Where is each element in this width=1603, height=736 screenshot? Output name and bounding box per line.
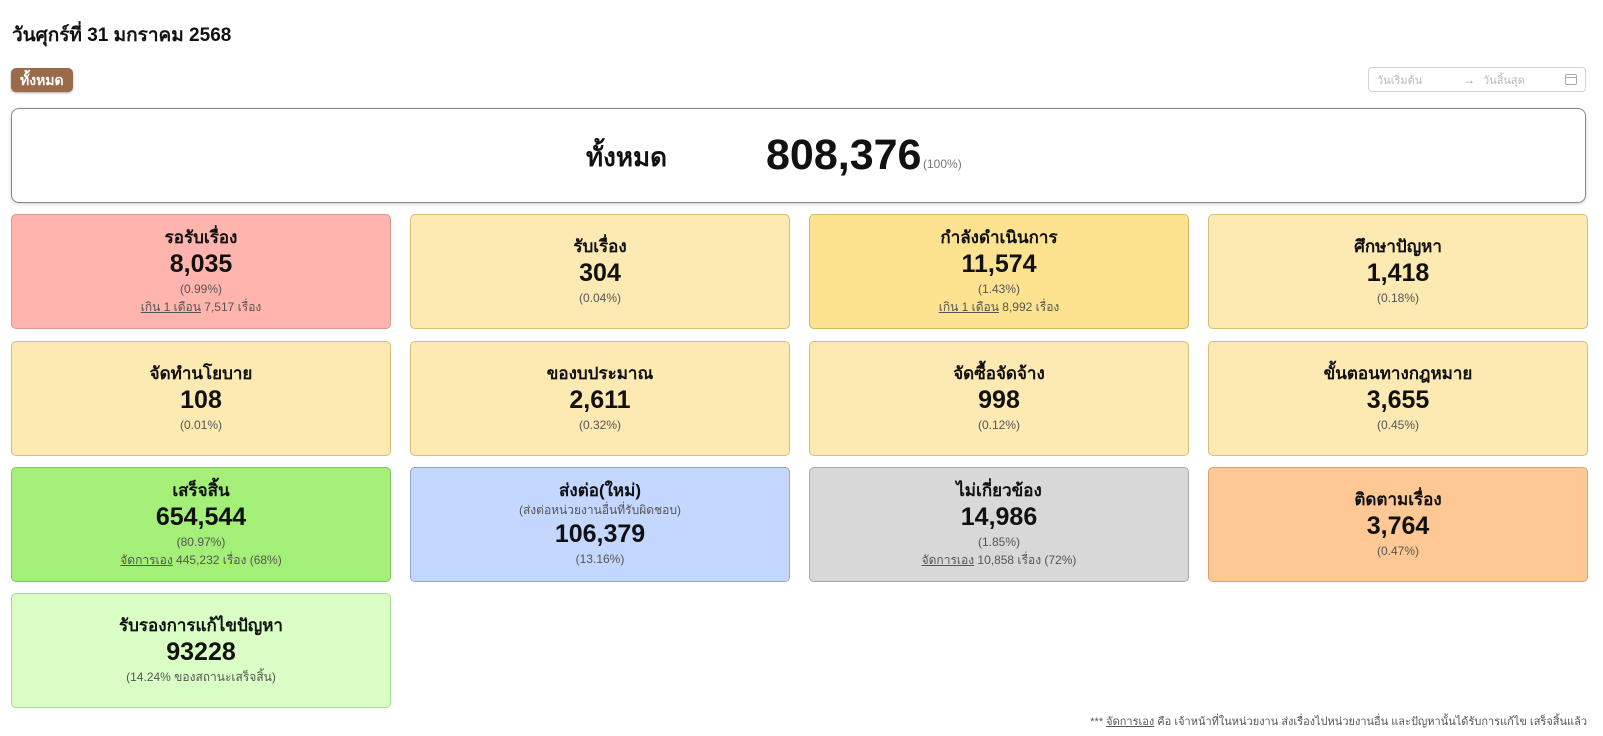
card-title: จัดซื้อจัดจ้าง: [953, 363, 1045, 383]
card-percent: (1.85%): [977, 535, 1021, 549]
card-percent: (0.04%): [578, 290, 622, 305]
range-arrow-icon: →: [1463, 72, 1475, 87]
date-heading: วันศุกร์ที่ 31 มกราคม 2568: [12, 25, 232, 46]
card-value: 14,986: [960, 503, 1038, 531]
total-label: ทั้งหมด: [586, 142, 667, 172]
status-card-irrelevant[interactable]: ไม่เกี่ยวข้อง 14,986 (1.85%) จัดการเอง 1…: [809, 467, 1189, 582]
card-percent: (0.45%): [1376, 417, 1420, 432]
card-title: รอรับเรื่อง: [164, 228, 238, 247]
card-percent: (0.18%): [1376, 290, 1420, 305]
card-title: ส่งต่อ(ใหม่): [559, 481, 641, 500]
card-title: รับเรื่อง: [573, 236, 627, 256]
card-subtitle: (ส่งต่อหน่วยงานอื่นที่รับผิดชอบ): [518, 503, 682, 517]
footnote-self-managed-link: จัดการเอง: [1106, 716, 1155, 728]
card-title: ติดตามเรื่อง: [1354, 489, 1442, 509]
card-title: ศึกษาปัญหา: [1354, 236, 1442, 256]
card-note: เกิน 1 เดือน 8,992 เรื่อง: [938, 300, 1060, 314]
card-title: เสร็จสิ้น: [172, 481, 230, 500]
filter-all-button[interactable]: ทั้งหมด: [11, 68, 73, 92]
card-title: ขั้นตอนทางกฎหมาย: [1323, 363, 1473, 383]
status-card-study[interactable]: ศึกษาปัญหา 1,418 (0.18%): [1208, 214, 1588, 329]
self-managed-link[interactable]: จัดการเอง: [921, 553, 975, 567]
end-date-input[interactable]: วันสิ้นสุด: [1483, 74, 1525, 87]
overdue-link[interactable]: เกิน 1 เดือน: [140, 300, 201, 314]
card-title: กำลังดำเนินการ: [940, 228, 1058, 247]
card-value: 3,764: [1366, 511, 1430, 540]
card-note: เกิน 1 เดือน 7,517 เรื่อง: [140, 300, 262, 314]
status-card-waiting[interactable]: รอรับเรื่อง 8,035 (0.99%) เกิน 1 เดือน 7…: [11, 214, 391, 329]
card-value: 3,655: [1366, 385, 1430, 414]
card-note: จัดการเอง 10,858 เรื่อง (72%): [921, 553, 1077, 567]
calendar-icon[interactable]: [1565, 74, 1577, 85]
card-title: จัดทำนโยบาย: [149, 363, 253, 383]
status-card-legal[interactable]: ขั้นตอนทางกฎหมาย 3,655 (0.45%): [1208, 341, 1588, 456]
card-value: 2,611: [569, 385, 631, 414]
card-percent: (1.43%): [977, 282, 1021, 296]
self-managed-link[interactable]: จัดการเอง: [120, 553, 173, 567]
status-card-in-progress[interactable]: กำลังดำเนินการ 11,574 (1.43%) เกิน 1 เดื…: [809, 214, 1189, 329]
card-value: 108: [180, 385, 222, 414]
status-card-resolution-certified[interactable]: รับรองการแก้ไขปัญหา 93228 (14.24% ของสถา…: [11, 593, 391, 708]
overdue-link[interactable]: เกิน 1 เดือน: [938, 300, 999, 314]
status-card-completed[interactable]: เสร็จสิ้น 654,544 (80.97%) จัดการเอง 445…: [11, 467, 391, 582]
card-value: 93228: [166, 637, 236, 666]
start-date-input[interactable]: วันเริ่มต้น: [1377, 74, 1423, 87]
card-value: 1,418: [1366, 258, 1430, 287]
card-value: 998: [978, 385, 1020, 414]
card-percent: (80.97%): [176, 535, 226, 549]
status-card-follow-up[interactable]: ติดตามเรื่อง 3,764 (0.47%): [1208, 467, 1588, 582]
card-value: 654,544: [155, 503, 247, 531]
card-percent: (0.01%): [179, 417, 223, 432]
card-value: 8,035: [169, 250, 233, 278]
card-percent: (0.32%): [578, 417, 622, 432]
card-value: 106,379: [554, 520, 646, 548]
card-percent: (13.16%): [575, 552, 625, 566]
card-value: 304: [579, 258, 621, 287]
card-title: ไม่เกี่ยวข้อง: [956, 481, 1042, 500]
status-card-procurement[interactable]: จัดซื้อจัดจ้าง 998 (0.12%): [809, 341, 1189, 456]
date-range-picker[interactable]: วันเริ่มต้น → วันสิ้นสุด: [1368, 67, 1586, 92]
status-card-policy[interactable]: จัดทำนโยบาย 108 (0.01%): [11, 341, 391, 456]
status-card-budget[interactable]: ของบประมาณ 2,611 (0.32%): [410, 341, 790, 456]
card-value: 11,574: [961, 250, 1037, 278]
status-card-received[interactable]: รับเรื่อง 304 (0.04%): [410, 214, 790, 329]
card-title: รับรองการแก้ไขปัญหา: [119, 615, 283, 635]
footnote: *** จัดการเอง คือ เจ้าหน้าที่ในหน่วยงาน …: [1090, 716, 1587, 728]
card-percent: (0.47%): [1376, 543, 1420, 558]
total-value: 808,376: [766, 131, 922, 179]
card-title: ของบประมาณ: [546, 363, 654, 383]
status-card-forwarded[interactable]: ส่งต่อ(ใหม่) (ส่งต่อหน่วยงานอื่นที่รับผิ…: [410, 467, 790, 582]
card-note: จัดการเอง 445,232 เรื่อง (68%): [120, 553, 282, 567]
total-percent: (100%): [923, 157, 962, 171]
total-summary: ทั้งหมด 808,376 (100%): [11, 108, 1586, 203]
card-percent: (0.99%): [179, 282, 223, 296]
card-percent: (0.12%): [977, 417, 1021, 432]
card-percent: (14.24% ของสถานะเสร็จสิ้น): [126, 669, 276, 684]
